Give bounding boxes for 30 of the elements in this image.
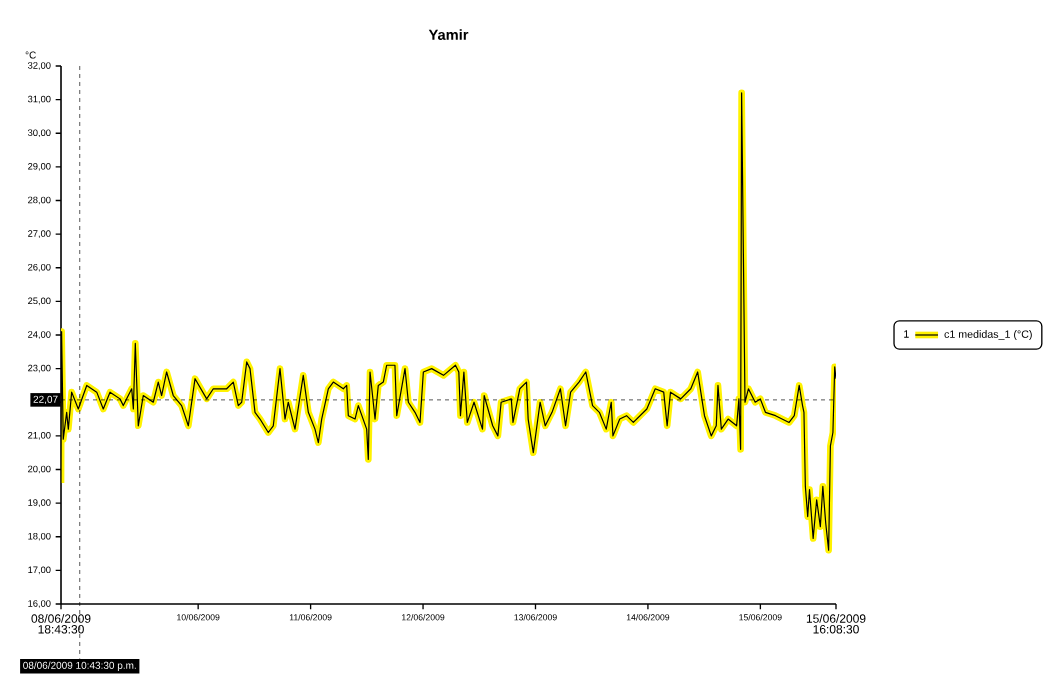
y-tick-label: 27,00 (28, 230, 51, 238)
y-tick-label: 18,00 (28, 532, 51, 541)
legend-title: 1 (904, 330, 909, 338)
ref-line-label: 08/06/2009 10:43:30 p.m. (23, 661, 136, 671)
y-tick-label: 25,00 (28, 297, 51, 306)
ref-line-label: 22,07 (33, 395, 58, 405)
y-tick-label: 19,00 (28, 499, 51, 507)
x-tick-label: 15/06/2009 (739, 614, 782, 621)
y-tick-label: 21,00 (28, 432, 51, 440)
x-tick-label: 13/06/2009 (514, 614, 557, 621)
y-tick-label: 30,00 (27, 129, 51, 138)
y-tick-label: 32,00 (27, 62, 51, 70)
y-tick-label: 23,00 (28, 364, 51, 373)
y-tick-label: 26,00 (28, 263, 51, 272)
y-tick-label: 31,00 (27, 95, 51, 104)
y-tick-label: 28,00 (28, 196, 51, 205)
x-tick-label: 11/06/2009 (289, 614, 332, 621)
chart-title: Yamir (428, 29, 469, 40)
x-tick-label: 12/06/2009 (402, 614, 445, 621)
y-tick-label: 24,00 (28, 331, 51, 339)
y-tick-label: 16,00 (28, 600, 51, 608)
y-tick-label: 29,00 (28, 163, 51, 171)
y-axis-title: °C (25, 51, 36, 59)
x-tick-label: 10/06/2009 (177, 614, 220, 621)
x-tick-label: 15/06/2009 16:08:30 (806, 614, 866, 634)
x-tick-label: 08/06/2009 18:43:30 (31, 614, 91, 634)
x-tick-label: 14/06/2009 (626, 614, 670, 621)
y-tick-label: 20,00 (28, 465, 51, 474)
y-tick-label: 17,00 (28, 566, 51, 575)
legend-label: c1 medidas_1 (°C) (944, 330, 1032, 341)
